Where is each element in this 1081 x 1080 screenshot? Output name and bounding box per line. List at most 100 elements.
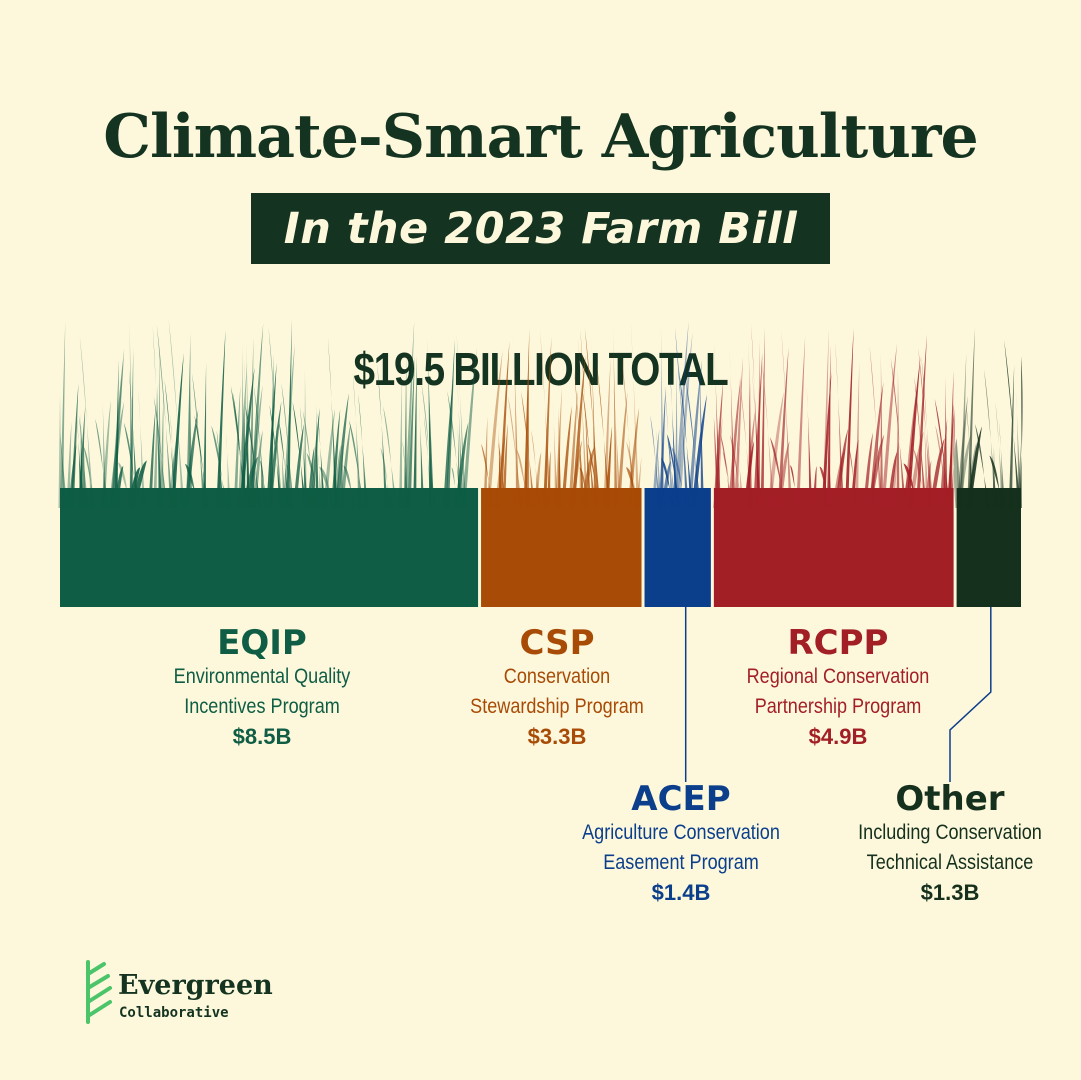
grass-blade — [164, 380, 178, 508]
grass-blade — [627, 407, 640, 508]
grass-blade — [881, 343, 898, 508]
grass-blade — [748, 338, 753, 508]
grass-blade — [252, 430, 263, 508]
label-other: Other Including Conservation Technical A… — [820, 780, 1080, 908]
grass-blade — [812, 466, 817, 508]
grass-blade — [486, 349, 503, 508]
label-name-line1: Regional Conservation — [746, 665, 930, 688]
grass-blade — [543, 427, 548, 508]
label-amount: $3.3B — [527, 724, 587, 749]
grass-blade — [578, 336, 589, 508]
grass-blade — [343, 465, 357, 508]
grass-blade — [806, 387, 813, 508]
grass-blade — [419, 405, 425, 508]
connector-line-other — [949, 607, 992, 782]
grass-blade — [413, 355, 417, 508]
grass-blade — [914, 376, 927, 508]
grass-blade — [621, 354, 636, 508]
grass-blade — [1018, 356, 1023, 508]
grass-blade — [671, 446, 688, 508]
grass-blade — [828, 452, 832, 508]
chart-title: $19.5 BILLION TOTAL — [353, 343, 729, 395]
grass-blade — [777, 440, 790, 508]
grass-blade — [317, 455, 323, 508]
grass-blade — [652, 429, 660, 508]
grass-blade — [674, 369, 678, 508]
grass-blade — [380, 447, 393, 508]
grass-blade — [728, 376, 741, 508]
grass-blade — [929, 438, 945, 508]
grass-blade — [246, 338, 250, 508]
label-amount: $8.5B — [232, 724, 292, 749]
grass-blade — [427, 325, 433, 508]
grass-blade — [959, 352, 967, 508]
brand-subname: Collaborative — [119, 1005, 229, 1021]
grass-blade — [998, 421, 1006, 508]
grass-blade — [757, 339, 761, 508]
grass-blade — [148, 408, 156, 508]
grass-blade — [691, 394, 708, 508]
grass-blade — [428, 367, 434, 508]
grass-blade — [736, 439, 744, 508]
label-name-line2: Stewardship Program — [470, 695, 644, 718]
grass-blade — [423, 416, 433, 508]
grass-blade — [890, 442, 899, 508]
brand-name: Evergreen — [118, 970, 273, 1001]
grass-blade — [752, 370, 761, 508]
grass-blade — [967, 426, 982, 508]
grass-blade — [230, 385, 247, 508]
grass-blade — [603, 357, 611, 508]
bar-segment-eqip — [58, 318, 479, 607]
grass-blade — [1004, 339, 1021, 508]
grass-blade — [1008, 364, 1015, 508]
grass-blade — [498, 421, 502, 508]
grass-blade — [245, 405, 262, 508]
grass-blade — [404, 320, 415, 508]
grass-blade — [616, 392, 628, 508]
grass-blade — [543, 336, 552, 508]
grass-blade — [59, 321, 66, 508]
grass-blade — [855, 361, 860, 508]
page-title: Climate-Smart Agriculture — [103, 102, 978, 172]
subtitle-banner: In the 2023 Farm Bill — [251, 193, 830, 264]
grass-blade — [848, 447, 858, 508]
grass-blade — [992, 445, 996, 508]
grass-blade — [879, 353, 884, 508]
grass-blade — [498, 341, 510, 508]
grass-blade — [570, 440, 583, 508]
grass-blade — [211, 425, 228, 508]
grass-blade — [507, 395, 523, 508]
grass-blade — [237, 362, 248, 508]
grass-blade — [863, 432, 874, 508]
grass-blade — [584, 328, 601, 508]
grass-blade — [676, 332, 693, 508]
grass-blade — [650, 415, 661, 508]
grass-blade — [949, 403, 955, 508]
grass-blade — [456, 333, 467, 508]
grass-blade — [869, 382, 884, 508]
grass-blade — [975, 423, 990, 508]
grass-blade — [259, 430, 265, 508]
grass-blade — [579, 429, 583, 508]
grass-blade — [606, 464, 610, 508]
grass-blade — [552, 401, 558, 508]
grass-blade — [956, 395, 968, 508]
grass-blade — [117, 462, 133, 508]
label-name-line2: Incentives Program — [184, 695, 340, 718]
label-acep: ACEP Agriculture Conservation Easement P… — [546, 780, 816, 908]
grass-blade — [664, 386, 674, 508]
grass-blade — [781, 330, 793, 508]
grass-blade — [525, 375, 530, 508]
grass-blade — [95, 418, 109, 508]
grass-blade — [561, 405, 572, 508]
grass-blade — [268, 326, 283, 508]
grass-blade — [568, 390, 578, 508]
grass-blade — [331, 409, 341, 508]
grass-blade — [310, 407, 320, 508]
grass-blade — [184, 410, 199, 508]
grass-blade — [317, 412, 326, 508]
grass-blade — [403, 356, 407, 508]
grass-blade — [713, 417, 721, 508]
grass-blade — [101, 399, 111, 508]
grass-blade — [660, 323, 665, 508]
